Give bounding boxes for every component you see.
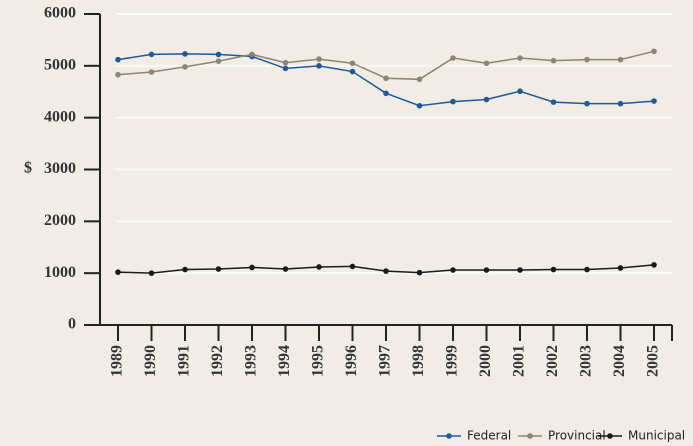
data-point bbox=[182, 266, 188, 273]
data-point bbox=[651, 262, 657, 268]
data-point bbox=[584, 266, 590, 273]
x-tick-label: 2002 bbox=[544, 345, 561, 377]
data-point bbox=[349, 68, 356, 75]
data-point bbox=[584, 100, 590, 107]
data-point bbox=[282, 65, 289, 72]
data-point bbox=[483, 96, 490, 103]
x-tick-label: 1996 bbox=[343, 345, 360, 377]
x-tick-label: 1998 bbox=[410, 345, 427, 377]
data-point bbox=[383, 90, 389, 97]
data-point bbox=[383, 75, 389, 82]
legend-label: Provincial bbox=[548, 429, 606, 443]
data-point bbox=[316, 56, 322, 62]
data-point bbox=[550, 57, 557, 64]
x-tick-label: 2004 bbox=[611, 345, 628, 377]
data-point bbox=[215, 266, 222, 272]
data-point bbox=[148, 69, 155, 75]
x-tick-label: 1990 bbox=[142, 345, 159, 377]
y-tick-label: 0 bbox=[68, 316, 76, 333]
data-point bbox=[483, 60, 490, 67]
x-tick-label: 1992 bbox=[209, 345, 226, 377]
data-point bbox=[349, 263, 356, 270]
x-tick-label: 1997 bbox=[377, 345, 394, 377]
data-point bbox=[517, 267, 523, 273]
data-point bbox=[416, 76, 423, 83]
y-tick-label: 5000 bbox=[44, 57, 76, 74]
data-point bbox=[517, 55, 523, 61]
x-tick-label: 2005 bbox=[645, 345, 662, 377]
data-point bbox=[182, 51, 188, 57]
data-point bbox=[282, 266, 289, 272]
legend-label: Federal bbox=[467, 429, 511, 443]
y-tick-label: 3000 bbox=[44, 160, 76, 177]
data-point bbox=[215, 51, 222, 58]
legend-marker bbox=[607, 433, 613, 439]
data-point bbox=[316, 264, 322, 270]
data-point bbox=[517, 88, 523, 95]
y-tick-label: 4000 bbox=[44, 108, 76, 125]
data-point bbox=[651, 98, 657, 104]
data-point bbox=[416, 102, 423, 109]
x-tick-label: 1999 bbox=[444, 345, 461, 377]
data-point bbox=[115, 56, 121, 63]
x-tick-label: 1994 bbox=[276, 345, 293, 377]
y-axis-label: $ bbox=[24, 160, 32, 177]
data-point bbox=[617, 100, 624, 107]
x-tick-label: 1995 bbox=[310, 345, 327, 377]
data-point bbox=[182, 64, 188, 70]
legend-marker bbox=[527, 433, 533, 439]
data-point bbox=[617, 265, 624, 271]
data-point bbox=[550, 266, 557, 273]
y-tick-label: 6000 bbox=[44, 5, 76, 22]
data-point bbox=[651, 48, 657, 55]
data-point bbox=[450, 98, 456, 105]
legend-marker bbox=[446, 433, 452, 439]
data-point bbox=[450, 55, 456, 61]
data-point bbox=[483, 267, 490, 273]
data-point bbox=[148, 51, 155, 58]
x-tick-label: 1993 bbox=[243, 345, 260, 377]
y-tick-label: 1000 bbox=[44, 264, 76, 281]
data-point bbox=[383, 268, 389, 274]
data-point bbox=[349, 60, 356, 67]
data-point bbox=[617, 56, 624, 63]
data-point bbox=[416, 269, 423, 276]
y-tick-label: 2000 bbox=[44, 212, 76, 229]
data-point bbox=[215, 58, 222, 64]
data-point bbox=[584, 56, 590, 63]
data-point bbox=[316, 63, 322, 69]
data-point bbox=[550, 99, 557, 105]
data-point bbox=[115, 71, 121, 78]
data-point bbox=[148, 270, 155, 276]
x-tick-label: 2003 bbox=[578, 345, 595, 377]
x-tick-label: 1991 bbox=[176, 345, 193, 377]
x-tick-label: 1989 bbox=[109, 345, 126, 377]
data-point bbox=[249, 264, 255, 271]
x-tick-label: 2000 bbox=[477, 345, 494, 377]
data-point bbox=[249, 51, 255, 58]
data-point bbox=[115, 269, 121, 275]
x-tick-label: 2001 bbox=[511, 345, 528, 377]
data-point bbox=[282, 59, 289, 66]
legend-label: Municipal bbox=[628, 429, 685, 443]
data-point bbox=[450, 267, 456, 273]
